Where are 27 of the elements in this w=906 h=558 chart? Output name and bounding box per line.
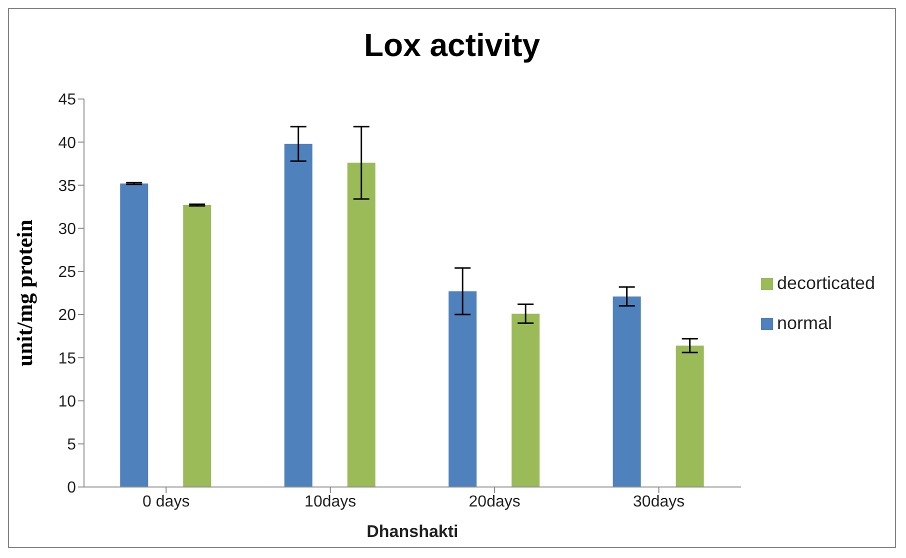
y-tick-label: 5 (67, 436, 76, 454)
y-tick-label: 45 (58, 92, 76, 109)
bar (183, 205, 212, 487)
y-tick-label: 10 (58, 393, 76, 410)
legend-label: decorticated (776, 273, 875, 293)
chart-title: Lox activity (362, 26, 542, 63)
bar (612, 296, 641, 487)
x-tick-label: 20days (468, 493, 520, 510)
bar (512, 314, 540, 487)
bar (448, 291, 477, 487)
y-tick-label: 35 (58, 178, 76, 195)
y-tick-label: 20 (58, 307, 76, 324)
bar (284, 144, 312, 487)
bar (676, 346, 704, 487)
y-axis-title: unit/mg protein (12, 220, 37, 366)
y-tick-label: 15 (58, 350, 76, 368)
x-tick-label: 30days (633, 493, 685, 510)
y-tick-label: 0 (67, 480, 76, 497)
bar (347, 162, 376, 487)
y-tick-label: 25 (58, 264, 76, 282)
y-tick-label: 40 (58, 134, 76, 152)
legend-label: normal (776, 313, 832, 333)
y-tick-label: 30 (58, 221, 76, 238)
x-tick-label: 0 days (142, 493, 190, 510)
x-axis-title: Dhanshakti (366, 522, 458, 541)
x-tick-label: 10days (304, 493, 356, 510)
bar (120, 184, 148, 487)
